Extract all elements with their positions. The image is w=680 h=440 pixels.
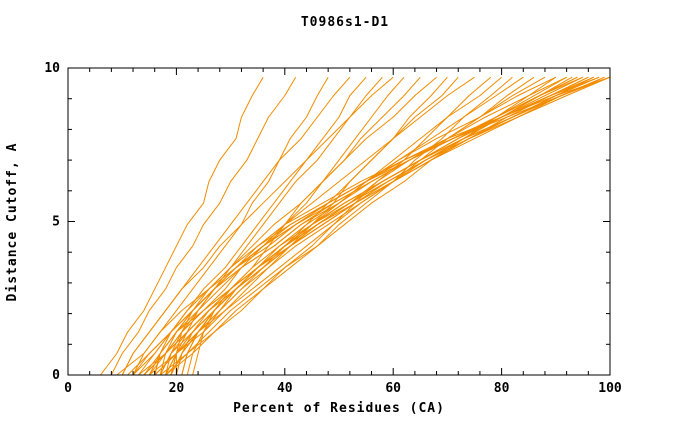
gdt-curve-m16 <box>165 76 513 376</box>
x-tick-label: 40 <box>277 381 293 396</box>
gdt-curve-m26 <box>159 76 578 376</box>
gdt-curve-m40 <box>175 76 611 375</box>
gdt-curve-m17 <box>148 76 524 376</box>
series-lines <box>100 76 611 376</box>
y-axis-label: Distance Cutoff, A <box>5 143 20 302</box>
gdt-curve-m02 <box>110 76 297 376</box>
gdt-curve-m20 <box>165 76 557 376</box>
gdt-curve-m39 <box>192 76 611 376</box>
y-tick-label: 10 <box>44 61 60 76</box>
x-tick-label: 20 <box>169 381 185 396</box>
gdt-curve-m38 <box>181 76 611 376</box>
x-tick-label: 100 <box>598 381 622 396</box>
x-tick-label: 80 <box>494 381 510 396</box>
plot-frame <box>67 67 611 376</box>
gdt-curve-m37 <box>170 76 611 376</box>
x-axis-ticks: 0 20 40 60 80 100 <box>64 68 622 396</box>
plot-title: T0986s1-D1 <box>301 15 389 30</box>
y-axis-ticks: 0 5 10 <box>44 61 610 383</box>
x-tick-label: 0 <box>64 381 72 396</box>
gdt-curve-m34 <box>165 76 600 376</box>
gdt-curve-m24 <box>165 76 573 376</box>
gdt-curve-m32 <box>170 76 594 376</box>
plot-content: 0 20 40 60 80 100 0 5 10 <box>44 61 622 396</box>
gdt-curve-m05 <box>127 76 367 376</box>
gdt-curve-m03 <box>116 76 329 376</box>
gdt-curve-m15 <box>143 76 502 376</box>
x-tick-label: 60 <box>385 381 401 396</box>
gdt-curve-m01 <box>100 76 264 376</box>
gdt-curve-m07 <box>121 76 394 376</box>
x-axis-label: Percent of Residues (CA) <box>233 401 445 416</box>
gdt-curve-m36 <box>186 76 605 376</box>
gdt-curve-m25 <box>148 76 578 376</box>
gdt-curve-m33 <box>181 76 600 376</box>
gdt-curve-m30 <box>175 76 589 376</box>
y-tick-label: 0 <box>52 368 60 383</box>
gdt-curve-m10 <box>132 76 437 376</box>
gdt-curve-m28 <box>154 76 584 376</box>
y-tick-label: 5 <box>52 215 60 230</box>
